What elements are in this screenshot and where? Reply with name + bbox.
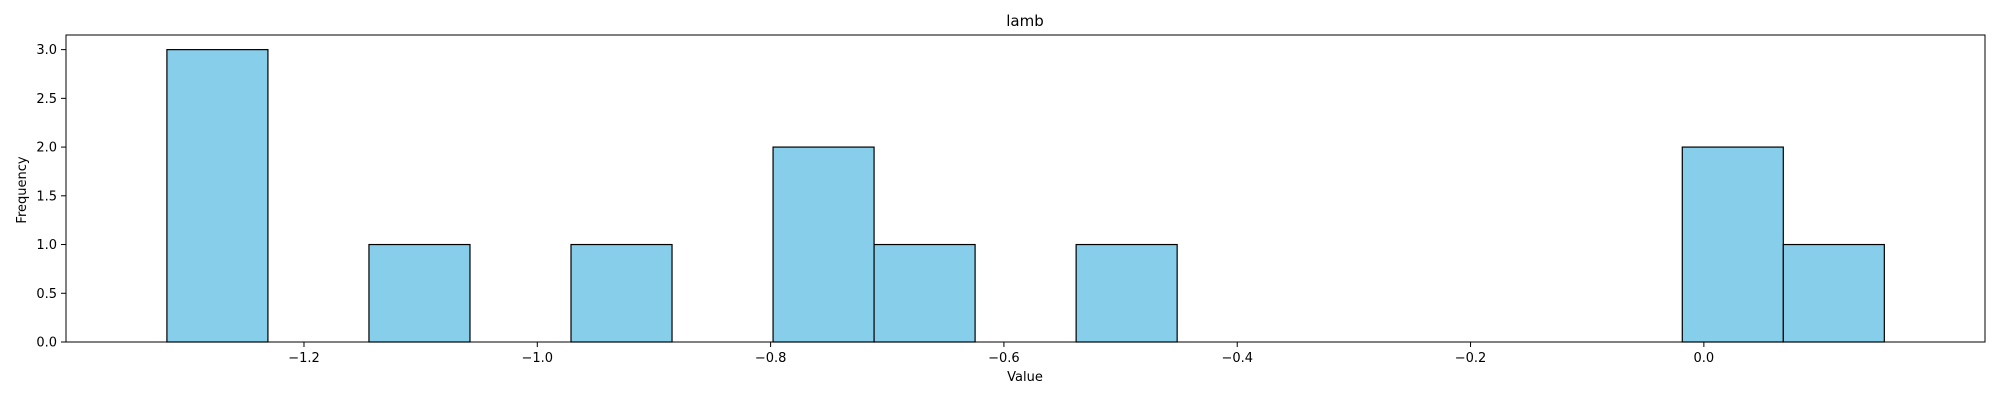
y-tick-label: 3.0 [36, 43, 57, 58]
histogram-bar-2 [368, 243, 471, 343]
histogram-bar-7 [873, 243, 976, 343]
y-tick-label: 2.5 [36, 92, 57, 107]
y-tick-label: 0.0 [36, 336, 57, 351]
x-tick-label: −0.4 [1221, 351, 1253, 366]
y-tick-label: 1.0 [36, 238, 57, 253]
histogram-bar-0 [166, 49, 269, 343]
y-tick-label: 0.5 [36, 287, 57, 302]
x-tick-label: −1.2 [288, 351, 320, 366]
x-tick-label: −0.6 [988, 351, 1020, 366]
x-tick-label: −0.2 [1455, 351, 1487, 366]
x-tick-label: −0.8 [755, 351, 787, 366]
histogram-bar-16 [1782, 243, 1885, 343]
y-tick-label: 2.0 [36, 141, 57, 156]
plot-frame [65, 34, 1986, 343]
y-axis-title: Frequency [15, 156, 30, 223]
histogram-bar-6 [772, 146, 875, 343]
x-tick-label: 0.0 [1694, 351, 1715, 366]
chart-title: lamb [1006, 12, 1044, 30]
bars-layer [166, 49, 1885, 343]
y-tick-label: 1.5 [36, 189, 57, 204]
axes-layer: −1.2 −1.0 −0.8 −0.6 −0.4 −0.2 0.0 0.0 0.5 1.0 1.5 2… [36, 43, 1714, 366]
x-axis-title: Value [1007, 370, 1043, 385]
x-tick-label: −1.0 [522, 351, 554, 366]
histogram-bar-15 [1681, 146, 1784, 343]
histogram-bar-9 [1075, 243, 1178, 343]
histogram-bar-4 [570, 243, 673, 343]
